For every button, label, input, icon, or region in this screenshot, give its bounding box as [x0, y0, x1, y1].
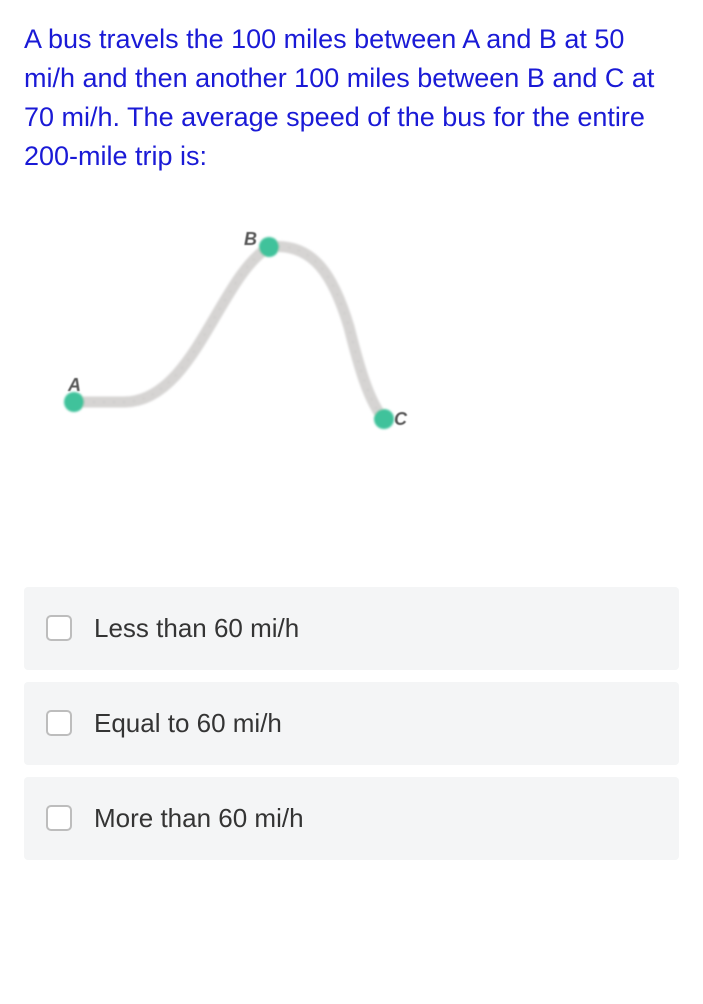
checkbox-1[interactable] [46, 710, 72, 736]
label-b: B [244, 229, 257, 250]
label-c: C [394, 409, 407, 430]
diagram-container: A B C [24, 217, 679, 457]
option-label-1: Equal to 60 mi/h [94, 708, 282, 739]
question-text: A bus travels the 100 miles between A an… [24, 20, 679, 177]
diagram-svg [54, 217, 414, 457]
option-label-2: More than 60 mi/h [94, 803, 304, 834]
option-2[interactable]: More than 60 mi/h [24, 777, 679, 860]
checkbox-0[interactable] [46, 615, 72, 641]
options-list: Less than 60 mi/h Equal to 60 mi/h More … [24, 587, 679, 860]
point-b [259, 237, 279, 257]
option-0[interactable]: Less than 60 mi/h [24, 587, 679, 670]
option-label-0: Less than 60 mi/h [94, 613, 299, 644]
point-c [374, 409, 394, 429]
route-path [74, 246, 384, 418]
route-path-inner [74, 246, 384, 418]
route-diagram: A B C [54, 217, 414, 457]
option-1[interactable]: Equal to 60 mi/h [24, 682, 679, 765]
label-a: A [68, 375, 81, 396]
checkbox-2[interactable] [46, 805, 72, 831]
